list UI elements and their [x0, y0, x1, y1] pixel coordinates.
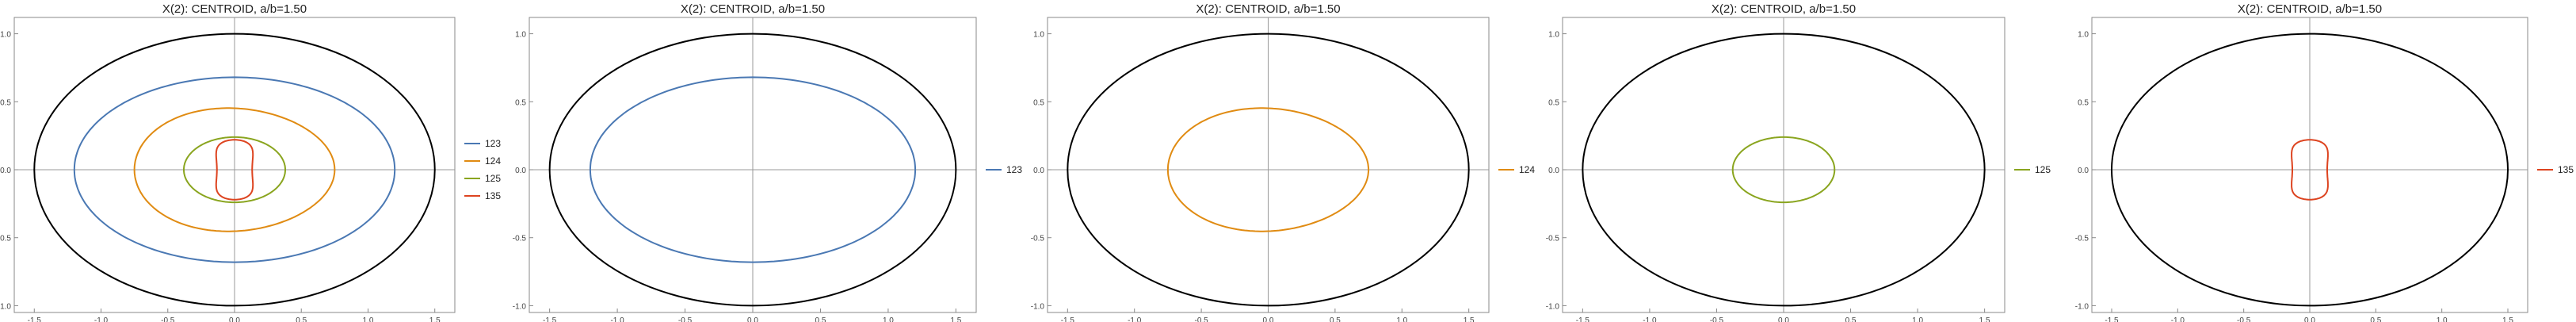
boundary-ellipse: [548, 33, 957, 307]
chart-panel-5: -1.5 -1.0 -0.5 0.0 0.5 1.0 1.5 -1.0 -0.5 0.0 0.5 1.…: [2075, 2, 2574, 322]
y-tick-label: -0.5: [1031, 235, 1045, 243]
x-tick-label: -1.0: [1128, 316, 1142, 322]
x-tick-label: 0.5: [2370, 316, 2381, 322]
x-tick-label: 0.0: [1263, 316, 1274, 322]
y-tick-label: 1.0: [2078, 31, 2089, 40]
series-curve-135: [215, 139, 254, 201]
y-tick-label: 0.5: [515, 98, 526, 107]
x-tick-label: 1.0: [1396, 316, 1407, 322]
chart-panel-2: -1.5 -1.0 -0.5 0.0 0.5 1.0 1.5 -1.0 -0.5 0.0 0.5 1.…: [513, 2, 1023, 322]
chart-title: X(2): CENTROID, a/b=1.50: [1712, 2, 1856, 16]
x-tick-label: 0.5: [1845, 316, 1857, 322]
y-tick-label: 0.0: [1548, 167, 1559, 175]
x-tick-label: -1.5: [1061, 316, 1075, 322]
y-tick-label: 0.0: [2078, 167, 2089, 175]
boundary-ellipse: [33, 33, 436, 307]
x-tick-label: -1.5: [543, 316, 557, 322]
y-tick-label: -1.0: [1031, 302, 1045, 311]
y-tick-label: 1.0: [515, 31, 526, 40]
x-tick-label: -1.5: [2105, 316, 2119, 322]
y-tick-label: -0.5: [1546, 235, 1560, 243]
x-tick-label: 0.0: [1778, 316, 1789, 322]
x-tick-label: -0.5: [2237, 316, 2251, 322]
x-tick-label: 1.0: [2437, 316, 2448, 322]
chart-title: X(2): CENTROID, a/b=1.50: [681, 2, 825, 16]
x-tick-label: -0.5: [161, 316, 175, 322]
boundary-ellipse: [1582, 33, 1986, 307]
chart-panel-1: -1.5 -1.0 -0.5 0.0 0.5 1.0 1.5 -1.0 -0.5 0.0 0.5 1.…: [0, 2, 501, 322]
x-tick-label: -0.5: [1710, 316, 1724, 322]
series-curve-123: [73, 76, 396, 263]
chart-panel-3: -1.5 -1.0 -0.5 0.0 0.5 1.0 1.5 -1.0 -0.5 0.0 0.5 1.…: [1031, 2, 1536, 322]
series-curve-124: [1166, 107, 1370, 232]
y-tick-label: 0.0: [515, 167, 526, 175]
x-tick-label: 1.5: [950, 316, 961, 322]
y-tick-label: -0.5: [513, 235, 527, 243]
x-tick-label: -0.5: [678, 316, 693, 322]
y-tick-label: -1.0: [0, 302, 11, 311]
legend-label-124: 124: [485, 155, 501, 167]
legend-label-125: 125: [2035, 164, 2051, 175]
legend-label-125: 125: [485, 173, 501, 184]
legend-label-135: 135: [485, 190, 501, 201]
x-tick-label: 0.0: [2304, 316, 2315, 322]
x-tick-label: -0.5: [1194, 316, 1208, 322]
chart-title: X(2): CENTROID, a/b=1.50: [1196, 2, 1340, 16]
x-tick-label: -1.0: [94, 316, 109, 322]
x-tick-label: -1.0: [1643, 316, 1657, 322]
legend-label-123: 123: [485, 138, 501, 149]
x-tick-label: 0.0: [747, 316, 758, 322]
x-tick-label: 0.5: [1330, 316, 1341, 322]
y-tick-label: 0.5: [1548, 98, 1559, 107]
x-tick-label: 0.5: [815, 316, 826, 322]
y-tick-label: 1.0: [1548, 31, 1559, 40]
y-tick-label: 0.0: [1033, 167, 1044, 175]
x-tick-label: 1.0: [1912, 316, 1923, 322]
y-tick-label: 0.5: [2078, 98, 2089, 107]
y-tick-label: 0.5: [1033, 98, 1044, 107]
y-tick-label: -1.0: [1546, 302, 1560, 311]
y-tick-label: -1.0: [513, 302, 527, 311]
chart-panel-4: -1.5 -1.0 -0.5 0.0 0.5 1.0 1.5 -1.0 -0.5 0.0 0.5 1.…: [1546, 2, 2051, 322]
y-tick-label: -0.5: [0, 235, 11, 243]
x-tick-label: -1.5: [1576, 316, 1590, 322]
boundary-ellipse: [1067, 33, 1470, 307]
x-tick-label: -1.0: [610, 316, 624, 322]
x-tick-label: 1.0: [363, 316, 374, 322]
x-tick-label: 1.5: [2502, 316, 2513, 322]
x-tick-label: 0.0: [229, 316, 240, 322]
y-tick-label: 1.0: [0, 31, 11, 40]
y-tick-label: -0.5: [2075, 235, 2089, 243]
y-tick-label: 0.0: [0, 167, 11, 175]
x-tick-label: 0.5: [296, 316, 307, 322]
y-tick-label: -1.0: [2075, 302, 2089, 311]
y-tick-label: 1.0: [1033, 31, 1044, 40]
y-tick-label: 0.5: [0, 98, 11, 107]
series-curve-124: [133, 107, 336, 232]
legend-label-124: 124: [1519, 164, 1535, 175]
legend-label-123: 123: [1006, 164, 1022, 175]
boundary-ellipse: [2111, 33, 2509, 307]
x-tick-label: 1.5: [1464, 316, 1475, 322]
series-curve-123: [589, 76, 917, 263]
x-tick-label: 1.0: [883, 316, 894, 322]
series-curve-135: [2291, 139, 2329, 201]
chart-title: X(2): CENTROID, a/b=1.50: [2238, 2, 2382, 16]
legend-label-135: 135: [2558, 164, 2574, 175]
x-tick-label: 1.5: [1979, 316, 1990, 322]
x-tick-label: -1.5: [28, 316, 42, 322]
series-curve-125: [1731, 136, 1836, 204]
x-tick-label: 1.5: [429, 316, 441, 322]
chart-title: X(2): CENTROID, a/b=1.50: [162, 2, 307, 16]
series-curve-125: [183, 136, 286, 204]
x-tick-label: -1.0: [2171, 316, 2185, 322]
